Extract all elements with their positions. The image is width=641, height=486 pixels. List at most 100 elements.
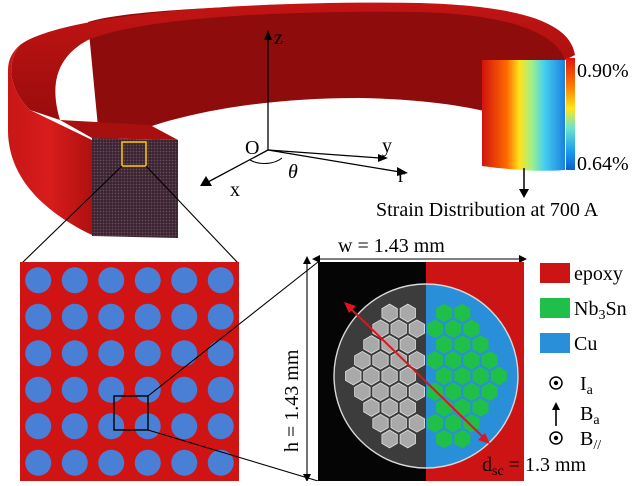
filament (134, 340, 161, 367)
filament (171, 449, 198, 476)
nb3sn-filament (490, 366, 507, 386)
legend: epoxy Nb3Sn Cu Ia Ba B// (540, 263, 627, 453)
zoom-region-box (121, 141, 147, 167)
filament (207, 449, 234, 476)
micrograph-filament (354, 382, 371, 402)
micrograph-filament (345, 366, 362, 386)
parallel-field-icon (549, 431, 563, 445)
filament (98, 303, 125, 330)
micrograph-filament (381, 429, 398, 449)
nb3sn-filament (436, 366, 453, 386)
filament (25, 267, 52, 294)
filament (171, 303, 198, 330)
filament (134, 303, 161, 330)
micrograph-filament (372, 382, 389, 402)
micrograph-filament (399, 398, 416, 417)
legend-label-ia: Ia (580, 373, 594, 398)
width-dimension-label: w = 1.43 mm (338, 235, 445, 257)
legend-label-bpar: B// (580, 428, 601, 453)
zoom-unit-cell-box (113, 395, 149, 431)
micrograph-filament (408, 382, 425, 402)
strand-cross-section: w = 1.43 mm h = 1.43 mm dsc = 1.3 mm (281, 235, 587, 482)
nb3sn-filament (436, 303, 453, 323)
cross-section-top (60, 120, 178, 140)
filament (207, 413, 234, 440)
axis-z-label: z (274, 27, 283, 49)
colorbar-min-label: 0.64% (577, 153, 629, 175)
legend-label-cu: Cu (574, 333, 597, 355)
nb3sn-filament (445, 382, 462, 402)
filament (61, 413, 88, 440)
filament (25, 340, 52, 367)
zoom-lines (21, 165, 239, 264)
filament (61, 267, 88, 294)
filament (98, 449, 125, 476)
filament (98, 340, 125, 367)
filament (171, 340, 198, 367)
nb3sn-filament (445, 319, 462, 339)
micrograph-filament (381, 366, 398, 386)
strain-caption: Strain Distribution at 700 A (376, 199, 599, 221)
micrograph-filament (372, 350, 389, 370)
diameter-label: dsc = 1.3 mm (482, 454, 587, 479)
nb3sn-filament (445, 350, 462, 370)
ring-inner-wall (88, 4, 565, 150)
nb3sn-filaments (427, 303, 507, 449)
filament (25, 449, 52, 476)
legend-swatch-epoxy (540, 263, 570, 283)
filament (61, 303, 88, 330)
coordinate-axes: z y x r O θ (200, 27, 408, 201)
nb3sn-filament (454, 366, 471, 386)
micrograph-filament (390, 350, 407, 370)
nb3sn-filament (481, 350, 498, 370)
ring-outer-wall (8, 45, 92, 235)
filament (134, 449, 161, 476)
nb3sn-filament (436, 429, 453, 449)
micrograph-filament (372, 413, 389, 433)
filament (207, 340, 234, 367)
current-direction-icon (549, 376, 563, 390)
nb3sn-filament (472, 335, 489, 354)
nb3sn-filament (436, 335, 453, 354)
filament (25, 303, 52, 330)
filament (207, 376, 234, 403)
filament (61, 376, 88, 403)
legend-label-epoxy: epoxy (574, 263, 623, 285)
filament-array-panel (20, 262, 239, 481)
micrograph-filament (399, 303, 416, 323)
micrograph-filaments (345, 303, 425, 449)
micrograph-filament (390, 319, 407, 339)
micrograph-filament (408, 413, 425, 433)
micrograph-filament (399, 335, 416, 354)
axis-x-label: x (230, 179, 240, 201)
origin-label: O (245, 137, 259, 159)
filament (98, 376, 125, 403)
filament (25, 413, 52, 440)
micrograph-filament (390, 382, 407, 402)
axis-r-label: r (398, 165, 405, 187)
filament (98, 267, 125, 294)
strain-end-face (482, 60, 565, 171)
conductor-cross-section (92, 138, 178, 238)
nb3sn-filament (454, 303, 471, 323)
height-dimension-label: h = 1.43 mm (281, 349, 303, 452)
legend-label-nb3sn: Nb3Sn (574, 298, 627, 323)
micrograph-filament (363, 398, 380, 417)
field-up-arrow-icon (552, 402, 560, 426)
micrograph-filament (372, 319, 389, 339)
strand-outline (333, 283, 519, 469)
axis-y-label: y (382, 135, 392, 157)
nb3sn-filament (463, 319, 480, 339)
nb3sn-filament (427, 350, 444, 370)
filament (171, 376, 198, 403)
nb3sn-filament (454, 335, 471, 354)
unit-cell-zoom-lines (147, 261, 319, 482)
legend-swatch-cu (540, 333, 570, 353)
filament (207, 267, 234, 294)
nb3sn-filament (427, 413, 444, 433)
micrograph-filament (381, 398, 398, 417)
filament (171, 267, 198, 294)
filament (134, 267, 161, 294)
filament (207, 303, 234, 330)
